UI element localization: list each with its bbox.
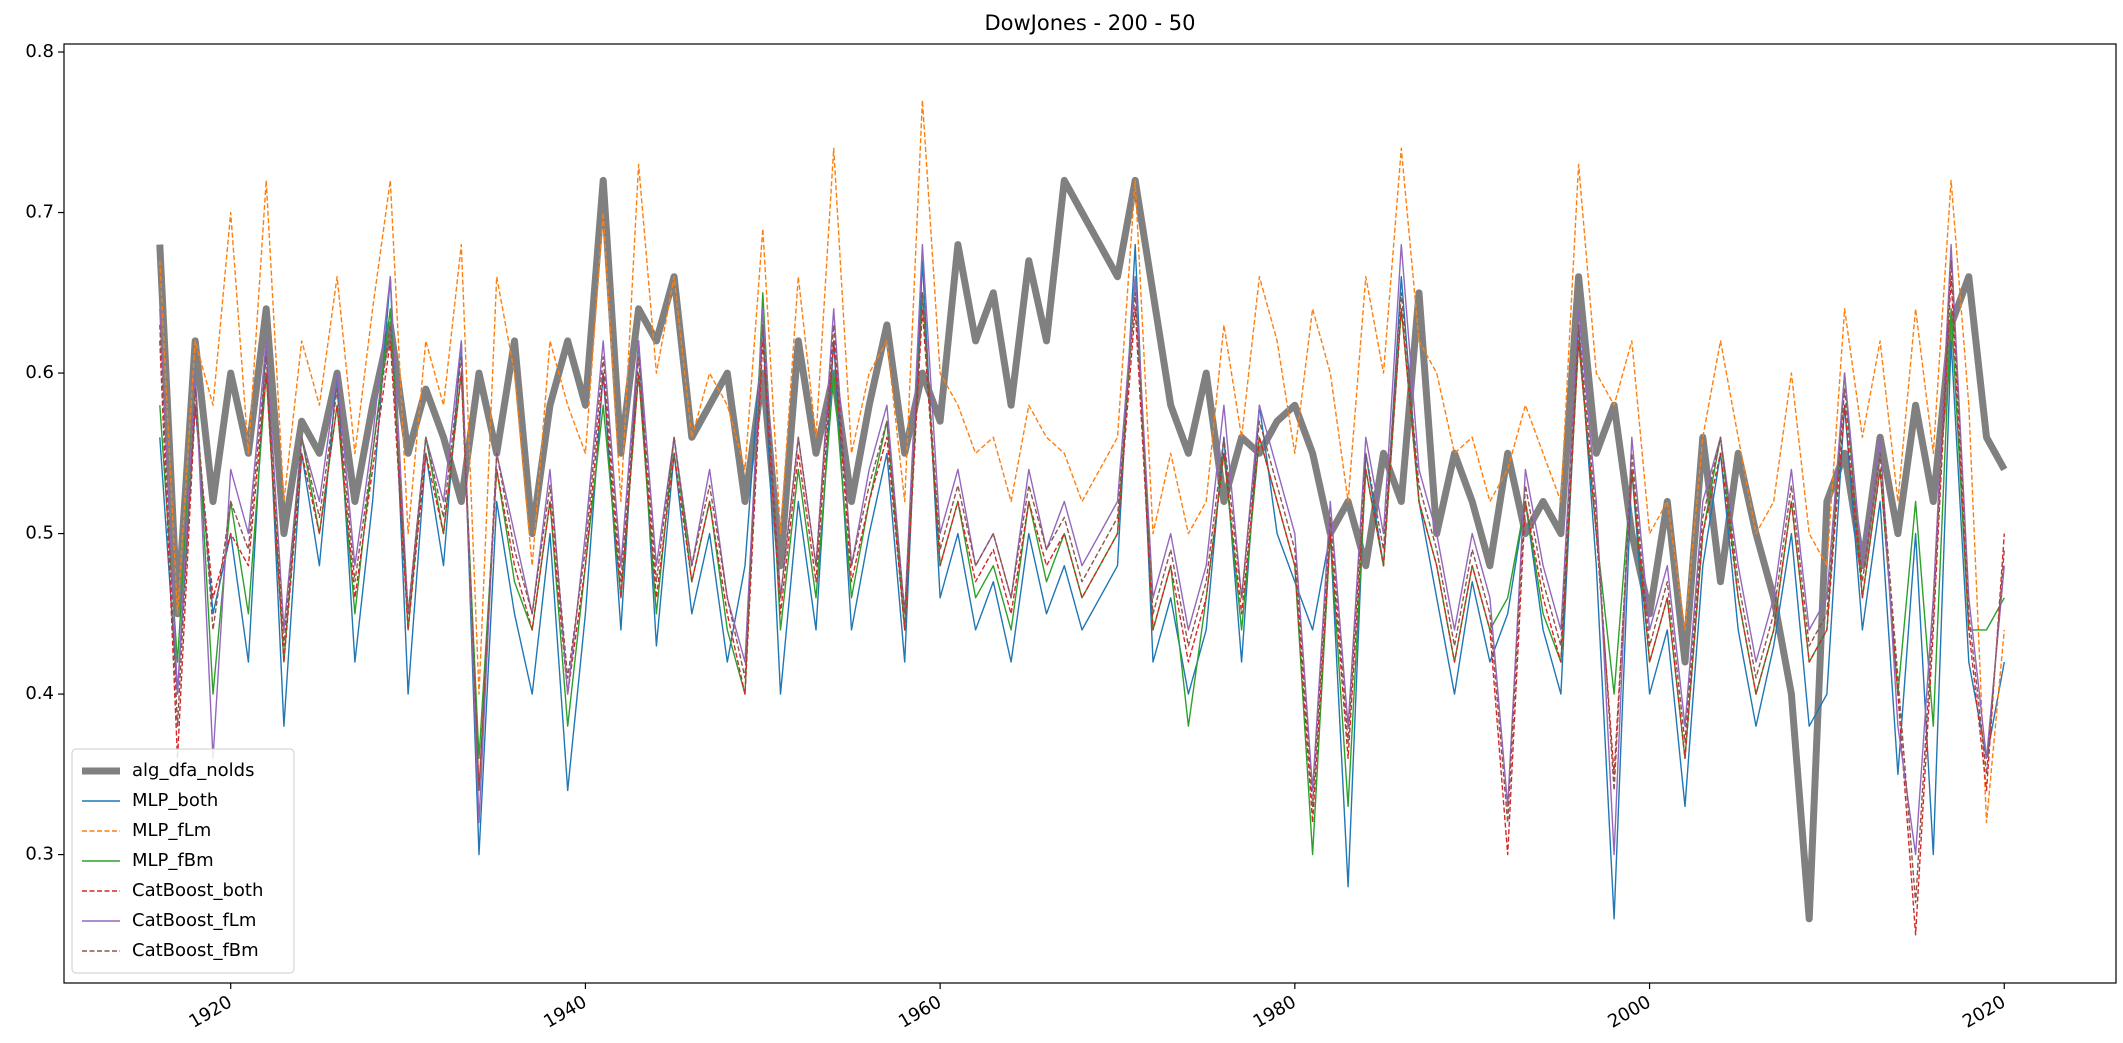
series-line <box>159 99 2005 824</box>
x-tick-label: 2020 <box>1959 991 2009 1032</box>
series-line <box>159 260 2005 904</box>
x-tick-label: 1980 <box>1250 991 1300 1032</box>
legend-box <box>71 748 295 974</box>
x-tick-label: 1960 <box>895 991 945 1032</box>
plot-frame <box>63 43 2117 984</box>
legend-label: CatBoost_fLm <box>132 910 256 931</box>
legend-label: MLP_fLm <box>132 820 211 841</box>
legend-label: CatBoost_both <box>132 880 263 901</box>
series-line <box>159 276 2005 936</box>
chart-title: DowJones - 200 - 50 <box>984 11 1195 35</box>
y-tick-label: 0.8 <box>25 41 54 62</box>
legend-label: MLP_both <box>132 790 218 811</box>
y-tick-label: 0.4 <box>25 683 54 704</box>
y-tick-label: 0.6 <box>25 362 54 383</box>
legend-label: alg_dfa_nolds <box>132 760 254 781</box>
y-tick-label: 0.7 <box>25 202 54 223</box>
legend-label: MLP_fBm <box>132 850 214 871</box>
series-line <box>156 176 2008 923</box>
x-tick-label: 2000 <box>1604 991 1654 1032</box>
y-tick-label: 0.3 <box>25 844 54 865</box>
legend-label: CatBoost_fBm <box>132 940 259 961</box>
series-line <box>159 243 2005 856</box>
x-tick-label: 1940 <box>540 991 590 1032</box>
legend: alg_dfa_nolds MLP_both MLP_fLm MLP_fBm CatBo… <box>71 748 295 974</box>
x-tick-label: 1920 <box>186 991 236 1032</box>
y-tick-label: 0.5 <box>25 523 54 544</box>
